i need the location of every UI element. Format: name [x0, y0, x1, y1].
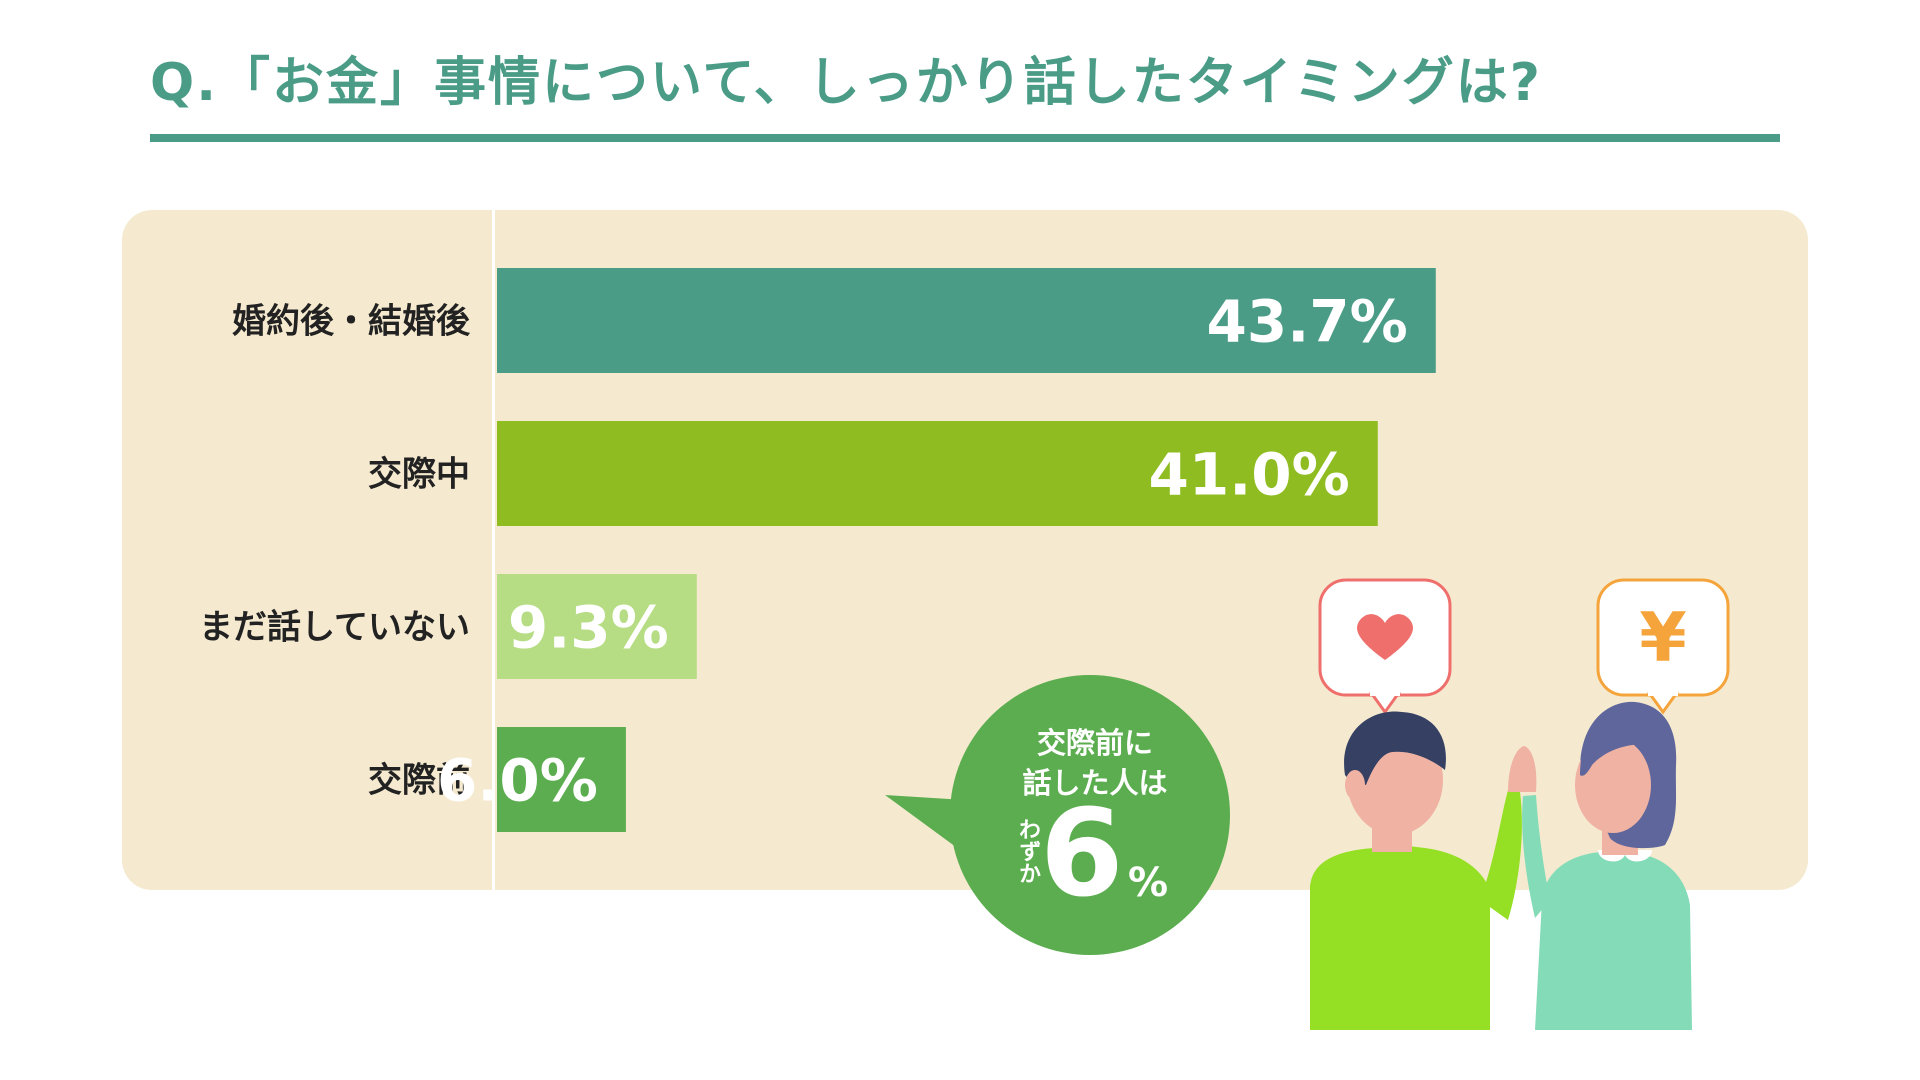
bar-3 [497, 574, 697, 679]
category-label: 交際中 [368, 455, 470, 495]
man-figure [1310, 711, 1522, 1030]
value-label: 9.3% [508, 594, 669, 662]
callout-tail [885, 795, 965, 850]
category-label: 婚約後・結婚後 [232, 302, 471, 342]
callout-text-line1: 交際前に [1036, 726, 1153, 760]
callout-small-text: わずか [1015, 818, 1040, 884]
yen-speech-bubble: ¥ [1596, 578, 1730, 715]
woman-figure [1522, 701, 1692, 1030]
title-underline [150, 134, 1780, 142]
callout-text-line2: 話した人は [1022, 766, 1168, 800]
heart-speech-bubble [1318, 578, 1452, 715]
value-label: 41.0% [1149, 441, 1350, 509]
category-label: まだ話していない [199, 608, 470, 648]
y-axis-line [492, 210, 495, 890]
couple-illustration: ¥ [1310, 578, 1730, 1030]
value-label: 6.0% [437, 747, 598, 815]
bar-1 [497, 268, 1436, 373]
page-title: Q.「お金」事情について、しっかり話したタイミングは? [150, 53, 1542, 113]
callout-circle [950, 675, 1230, 955]
value-label: 43.7% [1207, 288, 1408, 356]
callout-big-number: 6 [1040, 785, 1124, 924]
bar-2 [497, 421, 1378, 526]
yen-icon: ¥ [1639, 599, 1686, 678]
callout-percent-sign: % [1128, 860, 1169, 906]
category-label: 交際前 [368, 761, 470, 801]
high-five-hands [1508, 746, 1537, 792]
heart-icon [1357, 614, 1413, 660]
bar-4 [497, 727, 626, 832]
